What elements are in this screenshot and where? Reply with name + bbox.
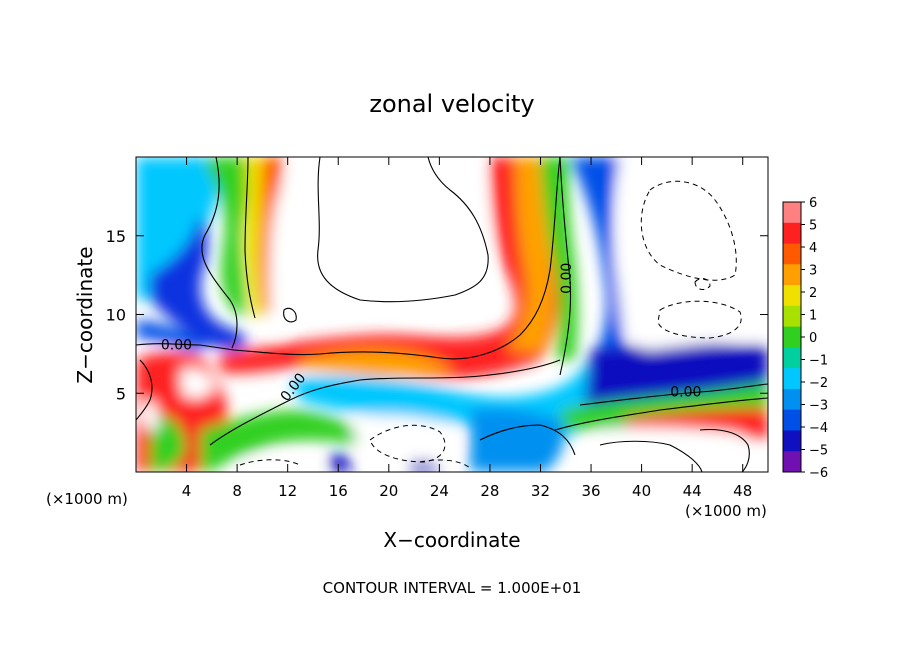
field-blob	[300, 349, 455, 377]
colorbar-tick-label: 4	[809, 241, 817, 256]
field-hole	[140, 399, 159, 432]
contour-label: 0.00	[559, 263, 575, 294]
colorbar-tick-label: 3	[809, 264, 817, 279]
field-hole	[617, 157, 768, 350]
x-axis: 4 8 12 16 20 24 28 32 36 40 44 48	[182, 157, 752, 500]
field-blob	[136, 157, 218, 300]
y-tick-label: 10	[106, 306, 126, 325]
colorbar-swatch	[783, 243, 801, 265]
colorbar-swatch	[783, 202, 801, 224]
colorbar-swatch	[783, 368, 801, 390]
colorbar-swatch	[783, 285, 801, 307]
contour-line-dashed	[369, 424, 446, 463]
contour-line	[599, 440, 703, 472]
contour-line	[699, 428, 750, 472]
field-hole	[350, 415, 456, 462]
x-tick-label: 40	[632, 482, 651, 500]
colorbar-tick-label: 2	[809, 286, 817, 301]
contour-line	[554, 397, 768, 431]
contour-line	[283, 307, 297, 323]
colorbar-tick-label: 1	[809, 309, 817, 324]
contour-line-dashed	[239, 459, 301, 466]
contour-line	[579, 383, 768, 406]
contour-line-dashed	[640, 180, 737, 281]
field-blob	[150, 416, 186, 472]
contour-line	[136, 157, 561, 360]
colorbar-swatch	[783, 430, 801, 452]
chart-title: zonal velocity	[369, 90, 534, 118]
x-tick-label: 48	[733, 482, 752, 500]
colorbar-swatch	[783, 347, 801, 369]
plot-area: 0.000.000.000.00	[135, 156, 769, 473]
colorbar-swatch	[783, 222, 801, 245]
contour-line	[201, 157, 238, 349]
field-blob	[540, 157, 578, 360]
contour-line	[559, 157, 572, 376]
colorbar-tick-label: −4	[809, 421, 828, 436]
x-tick-label: 36	[581, 482, 600, 500]
y-axis-label: Z−coordinate	[73, 246, 97, 383]
colorbar-tick-label: 5	[809, 219, 817, 234]
x-tick-label: 28	[480, 482, 499, 500]
y-tick-label: 5	[116, 384, 126, 403]
contour-line	[136, 359, 153, 421]
x-tick-label: 12	[278, 482, 297, 500]
y-tick-label: 15	[106, 227, 126, 246]
colorbar-tick-label: 0	[809, 331, 817, 346]
x-tick-label: 44	[683, 482, 702, 500]
y-axis: 5 10 15	[106, 227, 768, 403]
x-unit-label: (×1000 m)	[46, 490, 128, 508]
colorbar-tick-label: −1	[809, 354, 828, 369]
colorbar-swatch	[783, 326, 801, 348]
field-hole	[180, 368, 215, 399]
x-tick-label: 32	[531, 482, 550, 500]
colorbar-tick-label: −3	[809, 399, 828, 414]
field-blob	[150, 218, 247, 351]
x-tick-label: 16	[329, 482, 348, 500]
colorbar-swatch	[783, 264, 801, 286]
contour-label: 0.00	[670, 385, 701, 401]
field-hole	[269, 157, 489, 335]
colorbar-swatch	[783, 409, 801, 431]
contour-line	[479, 424, 576, 456]
colorbar-swatch	[783, 305, 801, 328]
field-hole	[593, 427, 760, 472]
contour-lines-negative	[239, 180, 742, 469]
x-tick-label: 24	[430, 482, 449, 500]
contour-line-dashed	[419, 459, 471, 469]
colorbar-swatch	[783, 388, 801, 411]
x-tick-label: 4	[182, 482, 192, 500]
x-unit-label-right: (×1000 m)	[685, 502, 767, 520]
field-blob	[570, 157, 625, 355]
contour-interval: CONTOUR INTERVAL = 1.000E+01	[323, 579, 582, 597]
contour-line-dashed	[657, 300, 742, 339]
field-blob	[136, 320, 210, 352]
field-blob	[205, 157, 252, 318]
contour-line	[209, 359, 561, 446]
x-axis-label: X−coordinate	[383, 528, 520, 552]
colorbar-swatch	[783, 451, 801, 473]
x-tick-label: 8	[232, 482, 242, 500]
velocity-field: 0.000.000.000.00	[136, 157, 768, 472]
x-tick-label: 20	[379, 482, 398, 500]
field-blob	[410, 460, 440, 472]
colorbar-tick-label: −5	[809, 444, 828, 459]
colorbar-tick-label: −6	[809, 466, 828, 481]
field-blob	[330, 453, 352, 472]
contour-label: 0.00	[161, 337, 192, 353]
contour-line-dashed	[694, 278, 711, 290]
contour-lines	[136, 157, 768, 472]
contour-line	[317, 157, 489, 303]
contour-line	[244, 157, 256, 319]
colorbar: 6 5 4 3 2 1 0 −1 −2 −3 −4 −5 −6	[782, 196, 828, 481]
colorbar-tick-label: −2	[809, 376, 828, 391]
field-blob	[470, 408, 565, 472]
colorbar-tick-label: 6	[809, 196, 817, 211]
